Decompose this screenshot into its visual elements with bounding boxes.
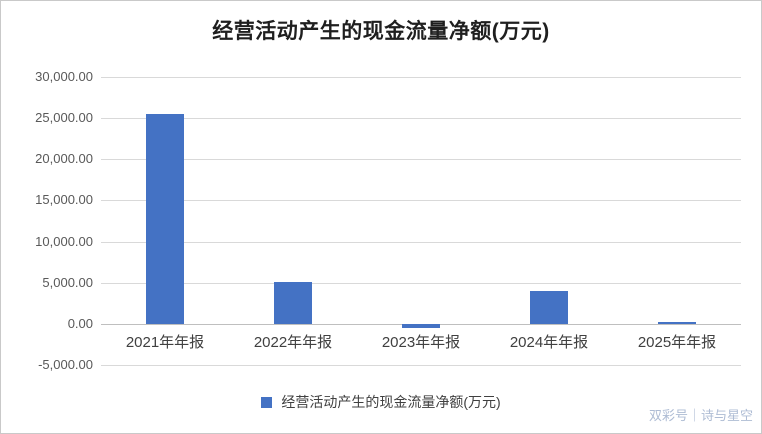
y-axis-tick-label: 0.00 xyxy=(67,316,93,331)
y-axis-tick-label: 30,000.00 xyxy=(35,69,93,84)
bar-2021年年报 xyxy=(146,114,184,324)
x-axis-category-label: 2023年年报 xyxy=(381,334,461,351)
x-axis-category-label: 2025年年报 xyxy=(637,334,717,351)
watermark: 双彩号｜诗与星空 xyxy=(648,408,753,423)
bar-2025年年报 xyxy=(658,322,696,324)
gridline xyxy=(101,242,741,243)
bar-2023年年报 xyxy=(402,324,440,328)
legend-swatch-icon xyxy=(261,396,273,408)
bar-2022年年报 xyxy=(274,282,312,324)
gridline xyxy=(101,283,741,284)
legend-label: 经营活动产生的现金流量净额(万元) xyxy=(281,394,501,410)
y-axis-tick-label: 25,000.00 xyxy=(35,110,93,125)
gridline xyxy=(101,200,741,201)
x-axis-category-label: 2024年年报 xyxy=(509,334,589,351)
y-axis-tick-label: -5,000.00 xyxy=(38,357,93,372)
bar-2024年年报 xyxy=(530,291,568,324)
gridline xyxy=(101,365,741,366)
x-axis-category-label: 2021年年报 xyxy=(125,334,205,351)
y-axis-tick-label: 10,000.00 xyxy=(35,234,93,249)
y-axis-tick-label: 15,000.00 xyxy=(35,192,93,207)
y-axis-tick-label: 20,000.00 xyxy=(35,151,93,166)
x-axis-category-label: 2022年年报 xyxy=(253,334,333,351)
chart-title: 经营活动产生的现金流量净额(万元) xyxy=(212,20,550,43)
gridline xyxy=(101,118,741,119)
legend: 经营活动产生的现金流量净额(万元) xyxy=(1,392,761,412)
gridline xyxy=(101,77,741,78)
gridline xyxy=(101,159,741,160)
y-axis-tick-label: 5,000.00 xyxy=(42,275,93,290)
